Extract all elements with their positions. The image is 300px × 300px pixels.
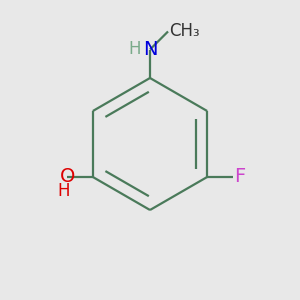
- Text: O: O: [60, 167, 75, 187]
- Text: F: F: [234, 167, 245, 187]
- Text: H: H: [128, 40, 141, 58]
- Text: H: H: [58, 182, 70, 200]
- Text: N: N: [143, 40, 157, 59]
- Text: CH₃: CH₃: [169, 22, 200, 40]
